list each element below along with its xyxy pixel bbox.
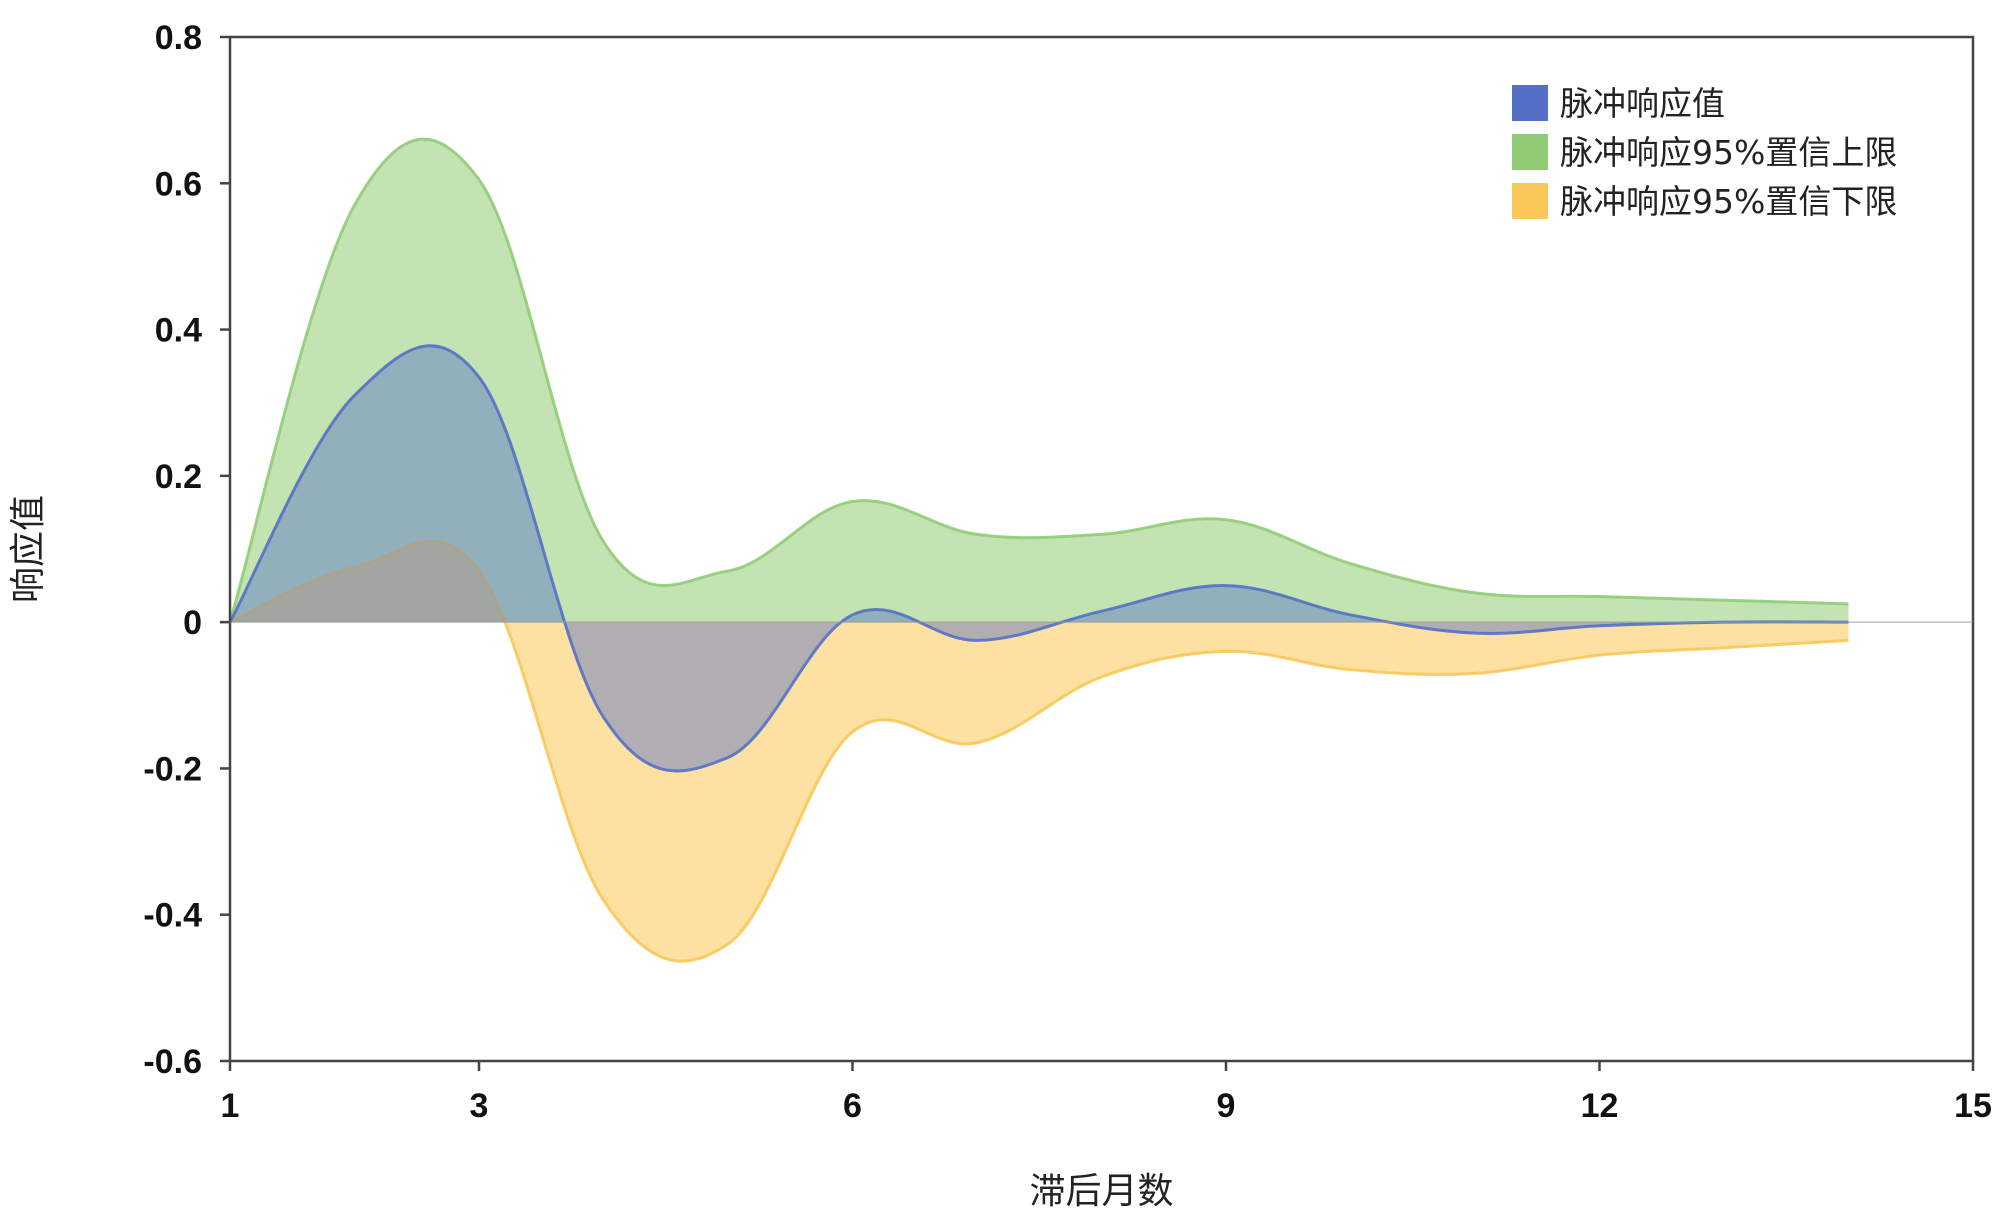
y-tick-label: -0.6 (143, 1043, 202, 1081)
legend-label-impulse-response: 脉冲响应值 (1560, 84, 1725, 123)
plot-frame (228, 35, 1975, 1063)
x-tick-label: 1 (221, 1087, 240, 1125)
y-tick-label: 0.8 (155, 19, 202, 57)
y-tick-label: 0.2 (155, 458, 202, 496)
x-tick-label: 3 (470, 1087, 489, 1125)
y-tick-label: 0.6 (155, 165, 202, 203)
y-tick-label: 0.4 (155, 312, 202, 350)
axes (228, 35, 1975, 1063)
y-tick-label: -0.4 (143, 897, 202, 935)
y-tick-label: 0 (183, 604, 202, 642)
impulse-response-area (230, 345, 1849, 771)
series-areas (228, 137, 1849, 963)
impulse-response-line (228, 344, 1849, 773)
legend-swatch-impulse-response (1512, 85, 1548, 121)
x-tick-label: 15 (1954, 1087, 1992, 1125)
legend-label-lower-95-bound: 脉冲响应95%置信下限 (1560, 182, 1897, 221)
x-tick-label: 6 (843, 1087, 862, 1125)
x-axis-ticks: 1 3 6 9 12 15 (221, 1061, 1992, 1125)
legend-swatch-upper-95-bound (1512, 134, 1548, 170)
y-axis-ticks: 0.8 0.6 0.4 0.2 0 -0.2 -0.4 -0.6 (143, 19, 230, 1081)
y-axis-title: 响应值 (8, 495, 49, 603)
upper-95-bound-line (228, 137, 1849, 623)
x-axis-title: 滞后月数 (1029, 1171, 1173, 1209)
x-tick-label: 12 (1581, 1087, 1619, 1125)
lower-95-bound-area (230, 541, 1849, 962)
legend-label-upper-95-bound: 脉冲响应95%置信上限 (1560, 133, 1897, 172)
x-tick-label: 9 (1217, 1087, 1236, 1125)
legend-swatch-lower-95-bound (1512, 183, 1548, 219)
lower-95-bound-line (229, 539, 1849, 963)
y-tick-label: -0.2 (143, 750, 202, 788)
